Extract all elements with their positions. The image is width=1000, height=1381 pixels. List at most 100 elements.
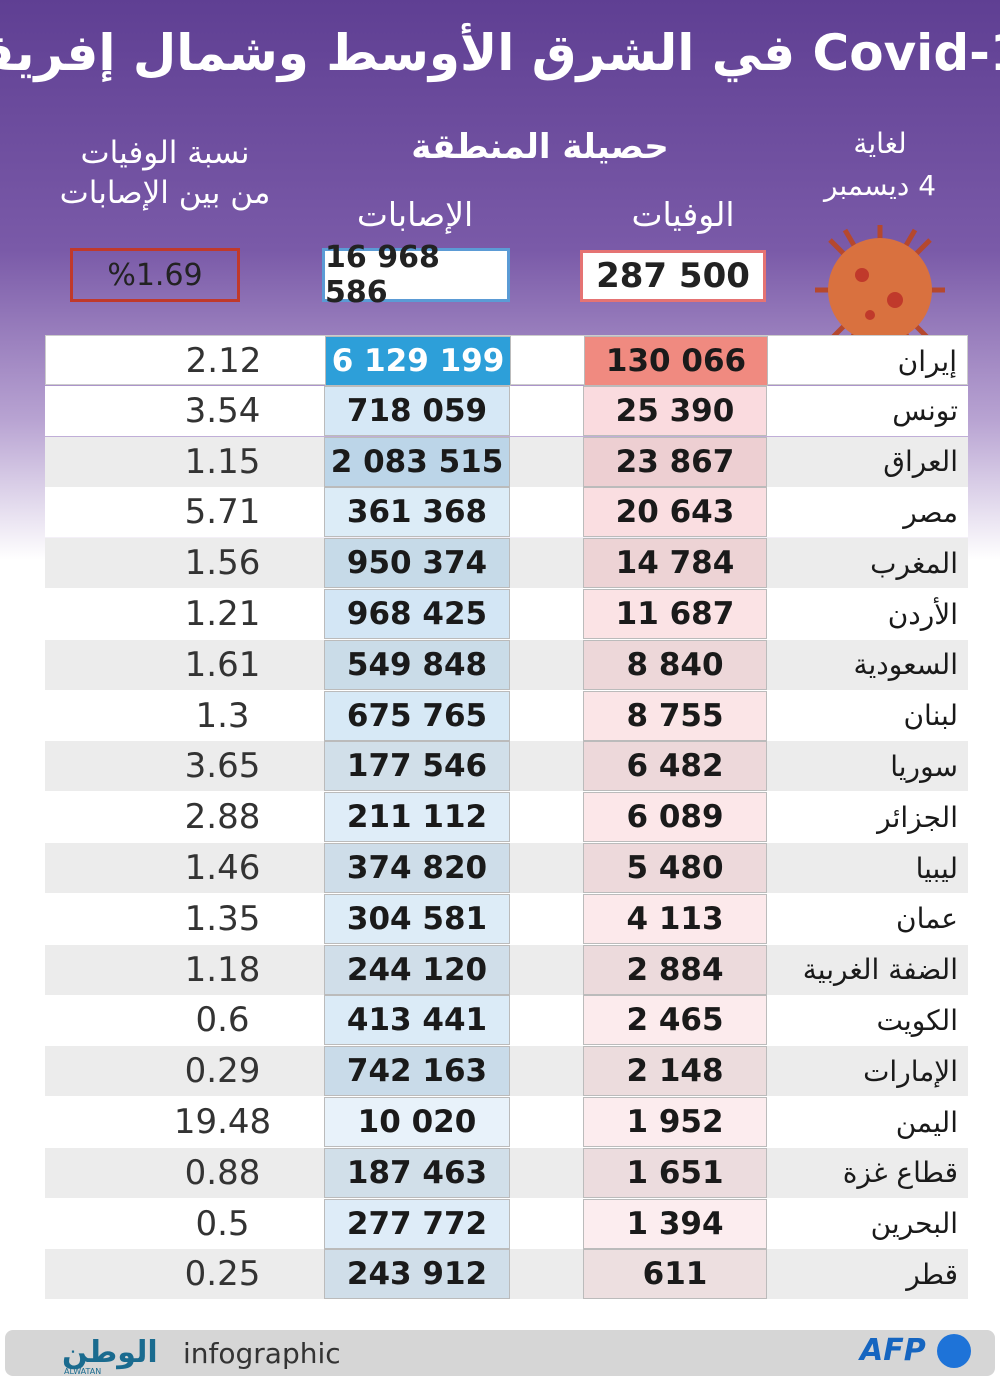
deaths-cell: 1 651 — [583, 1147, 767, 1198]
rate: 0.6 — [195, 1000, 250, 1041]
country: ليبيا — [915, 851, 958, 885]
rate: 1.15 — [184, 441, 261, 482]
deaths-label: الوفيات — [631, 195, 735, 234]
country: الإمارات — [863, 1054, 958, 1088]
country: قطاع غزة — [842, 1156, 958, 1190]
country: المغرب — [870, 546, 958, 580]
cases-cell: 211 112 — [324, 792, 510, 843]
cases-cell: 718 059 — [324, 385, 510, 436]
rate: 1.46 — [184, 848, 261, 888]
country: البحرين — [870, 1207, 958, 1241]
cases-cell: 675 765 — [324, 690, 510, 741]
deaths-cell: 8 755 — [583, 690, 767, 741]
table-row: المغرب 14 784 950 374 1.56 — [45, 538, 968, 589]
deaths-cell: 2 465 — [583, 995, 767, 1046]
cases-cell: 277 772 — [324, 1198, 510, 1249]
deaths-cell: 130 066 — [584, 336, 768, 386]
date-label: لغاية — [853, 127, 907, 160]
rate: 0.5 — [195, 1203, 250, 1244]
rate: 0.88 — [184, 1152, 261, 1193]
rate: 1.56 — [184, 543, 261, 584]
rate: 1.35 — [184, 898, 261, 939]
cases-cell: 742 163 — [324, 1046, 510, 1097]
table-row: مصر 20 643 361 368 5.71 — [45, 487, 968, 538]
table-row: الجزائر 6 089 211 112 2.88 — [45, 792, 968, 843]
rate: 0.25 — [184, 1254, 261, 1295]
deaths-cell: 6 089 — [583, 792, 767, 843]
country: تونس — [892, 394, 958, 428]
table-row: السعودية 8 840 549 848 1.61 — [45, 639, 968, 690]
table-row: اليمن 1 952 10 020 19.48 — [45, 1097, 968, 1147]
brand: الوطن — [62, 1335, 158, 1370]
rate: 1.3 — [195, 695, 250, 736]
cases-cell: 2 083 515 — [324, 436, 510, 487]
agency: AFP — [860, 1333, 926, 1368]
rate-label: نسبة الوفيات — [80, 135, 250, 171]
country: الأردن — [887, 597, 958, 631]
table-row: البحرين 1 394 277 772 0.5 — [45, 1198, 968, 1249]
country: مصر — [903, 495, 958, 529]
country: إيران — [897, 344, 957, 378]
country: العراق — [883, 445, 958, 479]
table-row: قطر 611 243 912 0.25 — [45, 1249, 968, 1300]
deaths-cell: 8 840 — [583, 639, 767, 690]
title: Covid-19 في الشرق الأوسط وشمال إفريقيا — [0, 24, 1000, 82]
country: قطر — [906, 1257, 958, 1291]
table-row: الكويت 2 465 413 441 0.6 — [45, 995, 968, 1046]
cases-cell: 361 368 — [324, 487, 510, 538]
country: الجزائر — [877, 800, 958, 834]
cases-cell: 968 425 — [324, 589, 510, 639]
total-rate: %1.69 — [70, 248, 240, 302]
rate: 5.71 — [184, 492, 261, 533]
deaths-cell: 23 867 — [583, 436, 767, 487]
deaths-cell: 20 643 — [583, 487, 767, 538]
deaths-cell: 5 480 — [583, 843, 767, 893]
deaths-cell: 1 394 — [583, 1198, 767, 1249]
table-row: إيران 130 066 6 129 199 2.12 — [45, 335, 968, 386]
table-row: قطاع غزة 1 651 187 463 0.88 — [45, 1147, 968, 1198]
rate-label: من بين الإصابات — [59, 175, 271, 211]
footer-bar — [5, 1330, 995, 1376]
deaths-cell: 6 482 — [583, 741, 767, 792]
cases-cell: 244 120 — [324, 944, 510, 995]
table-row: الأردن 11 687 968 425 1.21 — [45, 589, 968, 639]
table-row: لبنان 8 755 675 765 1.3 — [45, 690, 968, 741]
rate: 0.29 — [184, 1051, 261, 1092]
country: اليمن — [895, 1105, 958, 1139]
country: السعودية — [853, 648, 958, 682]
country: لبنان — [903, 699, 958, 733]
country: الضفة الغربية — [802, 953, 958, 987]
cases-cell: 177 546 — [324, 741, 510, 792]
cases-cell: 187 463 — [324, 1147, 510, 1198]
agency-logo — [937, 1334, 971, 1368]
table-row: تونس 25 390 718 059 3.54 — [45, 385, 968, 436]
cases-cell: 10 020 — [324, 1097, 510, 1147]
rate: 1.61 — [184, 644, 261, 685]
footer-label: infographic — [183, 1337, 341, 1370]
deaths-cell: 14 784 — [583, 538, 767, 589]
table-row: الضفة الغربية 2 884 244 120 1.18 — [45, 944, 968, 995]
cases-cell: 950 374 — [324, 538, 510, 589]
deaths-cell: 25 390 — [583, 385, 767, 436]
total-deaths: 287 500 — [580, 250, 766, 302]
deaths-cell: 11 687 — [583, 589, 767, 639]
rate: 19.48 — [173, 1102, 272, 1142]
rate: 2.88 — [184, 797, 261, 838]
table-row: سوريا 6 482 177 546 3.65 — [45, 741, 968, 792]
cases-cell: 413 441 — [324, 995, 510, 1046]
table-row: الإمارات 2 148 742 163 0.29 — [45, 1046, 968, 1097]
table-row: العراق 23 867 2 083 515 1.15 — [45, 436, 968, 487]
cases-cell: 374 820 — [324, 843, 510, 893]
rate: 3.54 — [184, 390, 261, 431]
deaths-cell: 611 — [583, 1249, 767, 1300]
date: 4 ديسمبر — [823, 169, 937, 202]
cases-cell: 549 848 — [324, 639, 510, 690]
table-row: ليبيا 5 480 374 820 1.46 — [45, 843, 968, 893]
table-row: عمان 4 113 304 581 1.35 — [45, 893, 968, 944]
cases-label: الإصابات — [356, 195, 474, 234]
country: سوريا — [890, 749, 958, 783]
cases-cell: 6 129 199 — [325, 336, 511, 386]
deaths-cell: 4 113 — [583, 893, 767, 944]
rate: 1.18 — [184, 949, 261, 990]
